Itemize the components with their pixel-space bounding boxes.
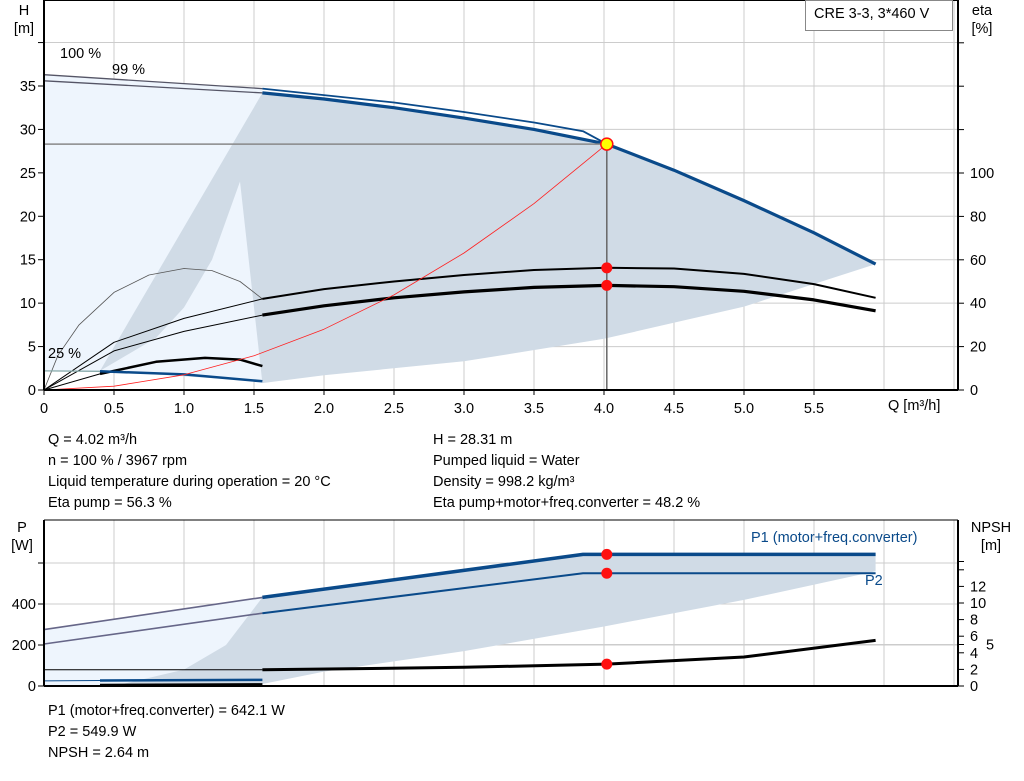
eta-pump-curve-thin: [43, 298, 263, 391]
npsh-tick-label: 12: [970, 579, 986, 595]
eta-total-curve-thin: [43, 314, 263, 391]
h-axis-unit: [m]: [13, 21, 35, 37]
x-tick-label: 3.0: [454, 401, 474, 417]
eta-25-curve-thin: [43, 373, 101, 391]
p-tick-label: 0: [28, 679, 36, 695]
head-100-curve: [262, 87, 608, 145]
shade-operating-region-power: [114, 554, 876, 686]
result-density: Density = 998.2 kg/m³: [433, 474, 575, 490]
result-eta-pump: Eta pump = 56.3 %: [48, 495, 172, 511]
p-tick-label: 400: [12, 597, 36, 613]
p-tick-label: 200: [12, 638, 36, 654]
y-tick-label: 5: [28, 340, 36, 356]
system-curve: [43, 143, 608, 391]
p2-curve-thin: [43, 612, 263, 645]
y2-tick-label: 80: [970, 209, 986, 225]
eta-pump-curve: [262, 266, 876, 300]
result-speed: n = 100 % / 3967 rpm: [48, 453, 188, 469]
p2-curve: [262, 572, 876, 615]
p2-operating-point: [601, 567, 613, 579]
eta-25-curve: [99, 356, 263, 376]
result-head: H = 28.31 m: [433, 432, 513, 448]
npsh-tick-label: 6: [970, 629, 978, 645]
y2-tick-label: 20: [970, 340, 986, 356]
y-tick-label: 20: [20, 209, 36, 225]
eta-total-operating-point: [601, 279, 613, 291]
y-tick-label: 0: [28, 383, 36, 399]
npsh-tick-label: 8: [970, 613, 978, 629]
result-p2: P2 = 549.9 W: [48, 724, 137, 740]
npsh-tick-label: 10: [970, 596, 986, 612]
p2-series-label: P2: [865, 573, 883, 589]
model-label: CRE 3-3, 3*460 V: [805, 0, 953, 31]
head-100-curve-thin: [43, 74, 263, 90]
x-tick-label: 0.5: [104, 401, 124, 417]
x-tick-label: 5.0: [734, 401, 754, 417]
y-tick-label: 30: [20, 122, 36, 138]
head-curve-right: [606, 142, 877, 266]
npsh-axis-symbol: NPSH: [970, 520, 1012, 536]
curve-label-25: 25 %: [48, 346, 82, 362]
y2-tick-label: 60: [970, 253, 986, 269]
y2-tick-label: 100: [970, 166, 994, 182]
x-tick-label: 2.0: [314, 401, 334, 417]
h-axis-label: H [m]: [6, 2, 42, 38]
h-axis-symbol: H: [18, 3, 30, 19]
head-99-curve: [262, 91, 608, 146]
y-tick-label: 25: [20, 166, 36, 182]
npsh-tick-label: 4: [970, 646, 978, 662]
x-tick-label: 1.0: [174, 401, 194, 417]
p-axis-label: P [W]: [4, 519, 40, 555]
y2-tick-label: 40: [970, 296, 986, 312]
result-flow: Q = 4.02 m³/h: [48, 432, 138, 448]
p1-curve: [262, 552, 876, 600]
npsh-axis-unit: [m]: [980, 538, 1002, 554]
curve-label-100: 100 %: [60, 46, 102, 62]
shade-light-region: [44, 74, 263, 390]
p-axis-unit: [W]: [11, 538, 33, 554]
x-tick-label: 1.5: [244, 401, 264, 417]
y-tick-label: 10: [20, 296, 36, 312]
result-npsh: NPSH = 2.64 m: [48, 745, 150, 761]
result-liquid: Pumped liquid = Water: [433, 453, 580, 469]
head-99-curve-thin: [43, 80, 263, 94]
p2-25-curve: [99, 683, 263, 687]
head-operating-point: [600, 137, 614, 151]
npsh-axis-label: NPSH [m]: [962, 519, 1020, 555]
npsh-tick-label: 2: [970, 662, 978, 678]
eta-total-curve: [262, 283, 876, 317]
x-tick-label: 0: [40, 401, 48, 417]
result-p1: P1 (motor+freq.converter) = 642.1 W: [48, 703, 285, 719]
result-temperature: Liquid temperature during operation = 20…: [48, 474, 331, 490]
x-tick-label: 4.0: [594, 401, 614, 417]
npsh-operating-point: [601, 658, 613, 670]
y2-tick-label: 0: [970, 383, 978, 399]
result-eta-total: Eta pump+motor+freq.converter = 48.2 %: [433, 495, 701, 511]
p1-25-curve: [99, 678, 263, 682]
curve-label-99: 99 %: [112, 62, 146, 78]
p1-operating-point: [601, 548, 613, 560]
y-tick-label: 35: [20, 79, 36, 95]
x-tick-label: 4.5: [664, 401, 684, 417]
eta-pump-25-curve: [43, 268, 263, 391]
x-tick-label: 3.5: [524, 401, 544, 417]
eta-pump-operating-point: [601, 262, 613, 274]
npsh-tick-label: 5: [986, 638, 994, 654]
p1-curve-thin: [43, 596, 263, 631]
y-tick-label: 15: [20, 253, 36, 269]
x-tick-label: 5.5: [804, 401, 824, 417]
x-tick-label: 2.5: [384, 401, 404, 417]
eta-axis-symbol: eta: [971, 3, 993, 19]
npsh-tick-label: 0: [970, 679, 978, 695]
eta-axis-unit: [%]: [971, 21, 993, 37]
eta-axis-label: eta [%]: [962, 2, 1002, 38]
p-axis-symbol: P: [17, 520, 27, 536]
q-axis-label: Q [m³/h]: [888, 398, 941, 414]
p1-series-label: P1 (motor+freq.converter): [751, 530, 918, 546]
